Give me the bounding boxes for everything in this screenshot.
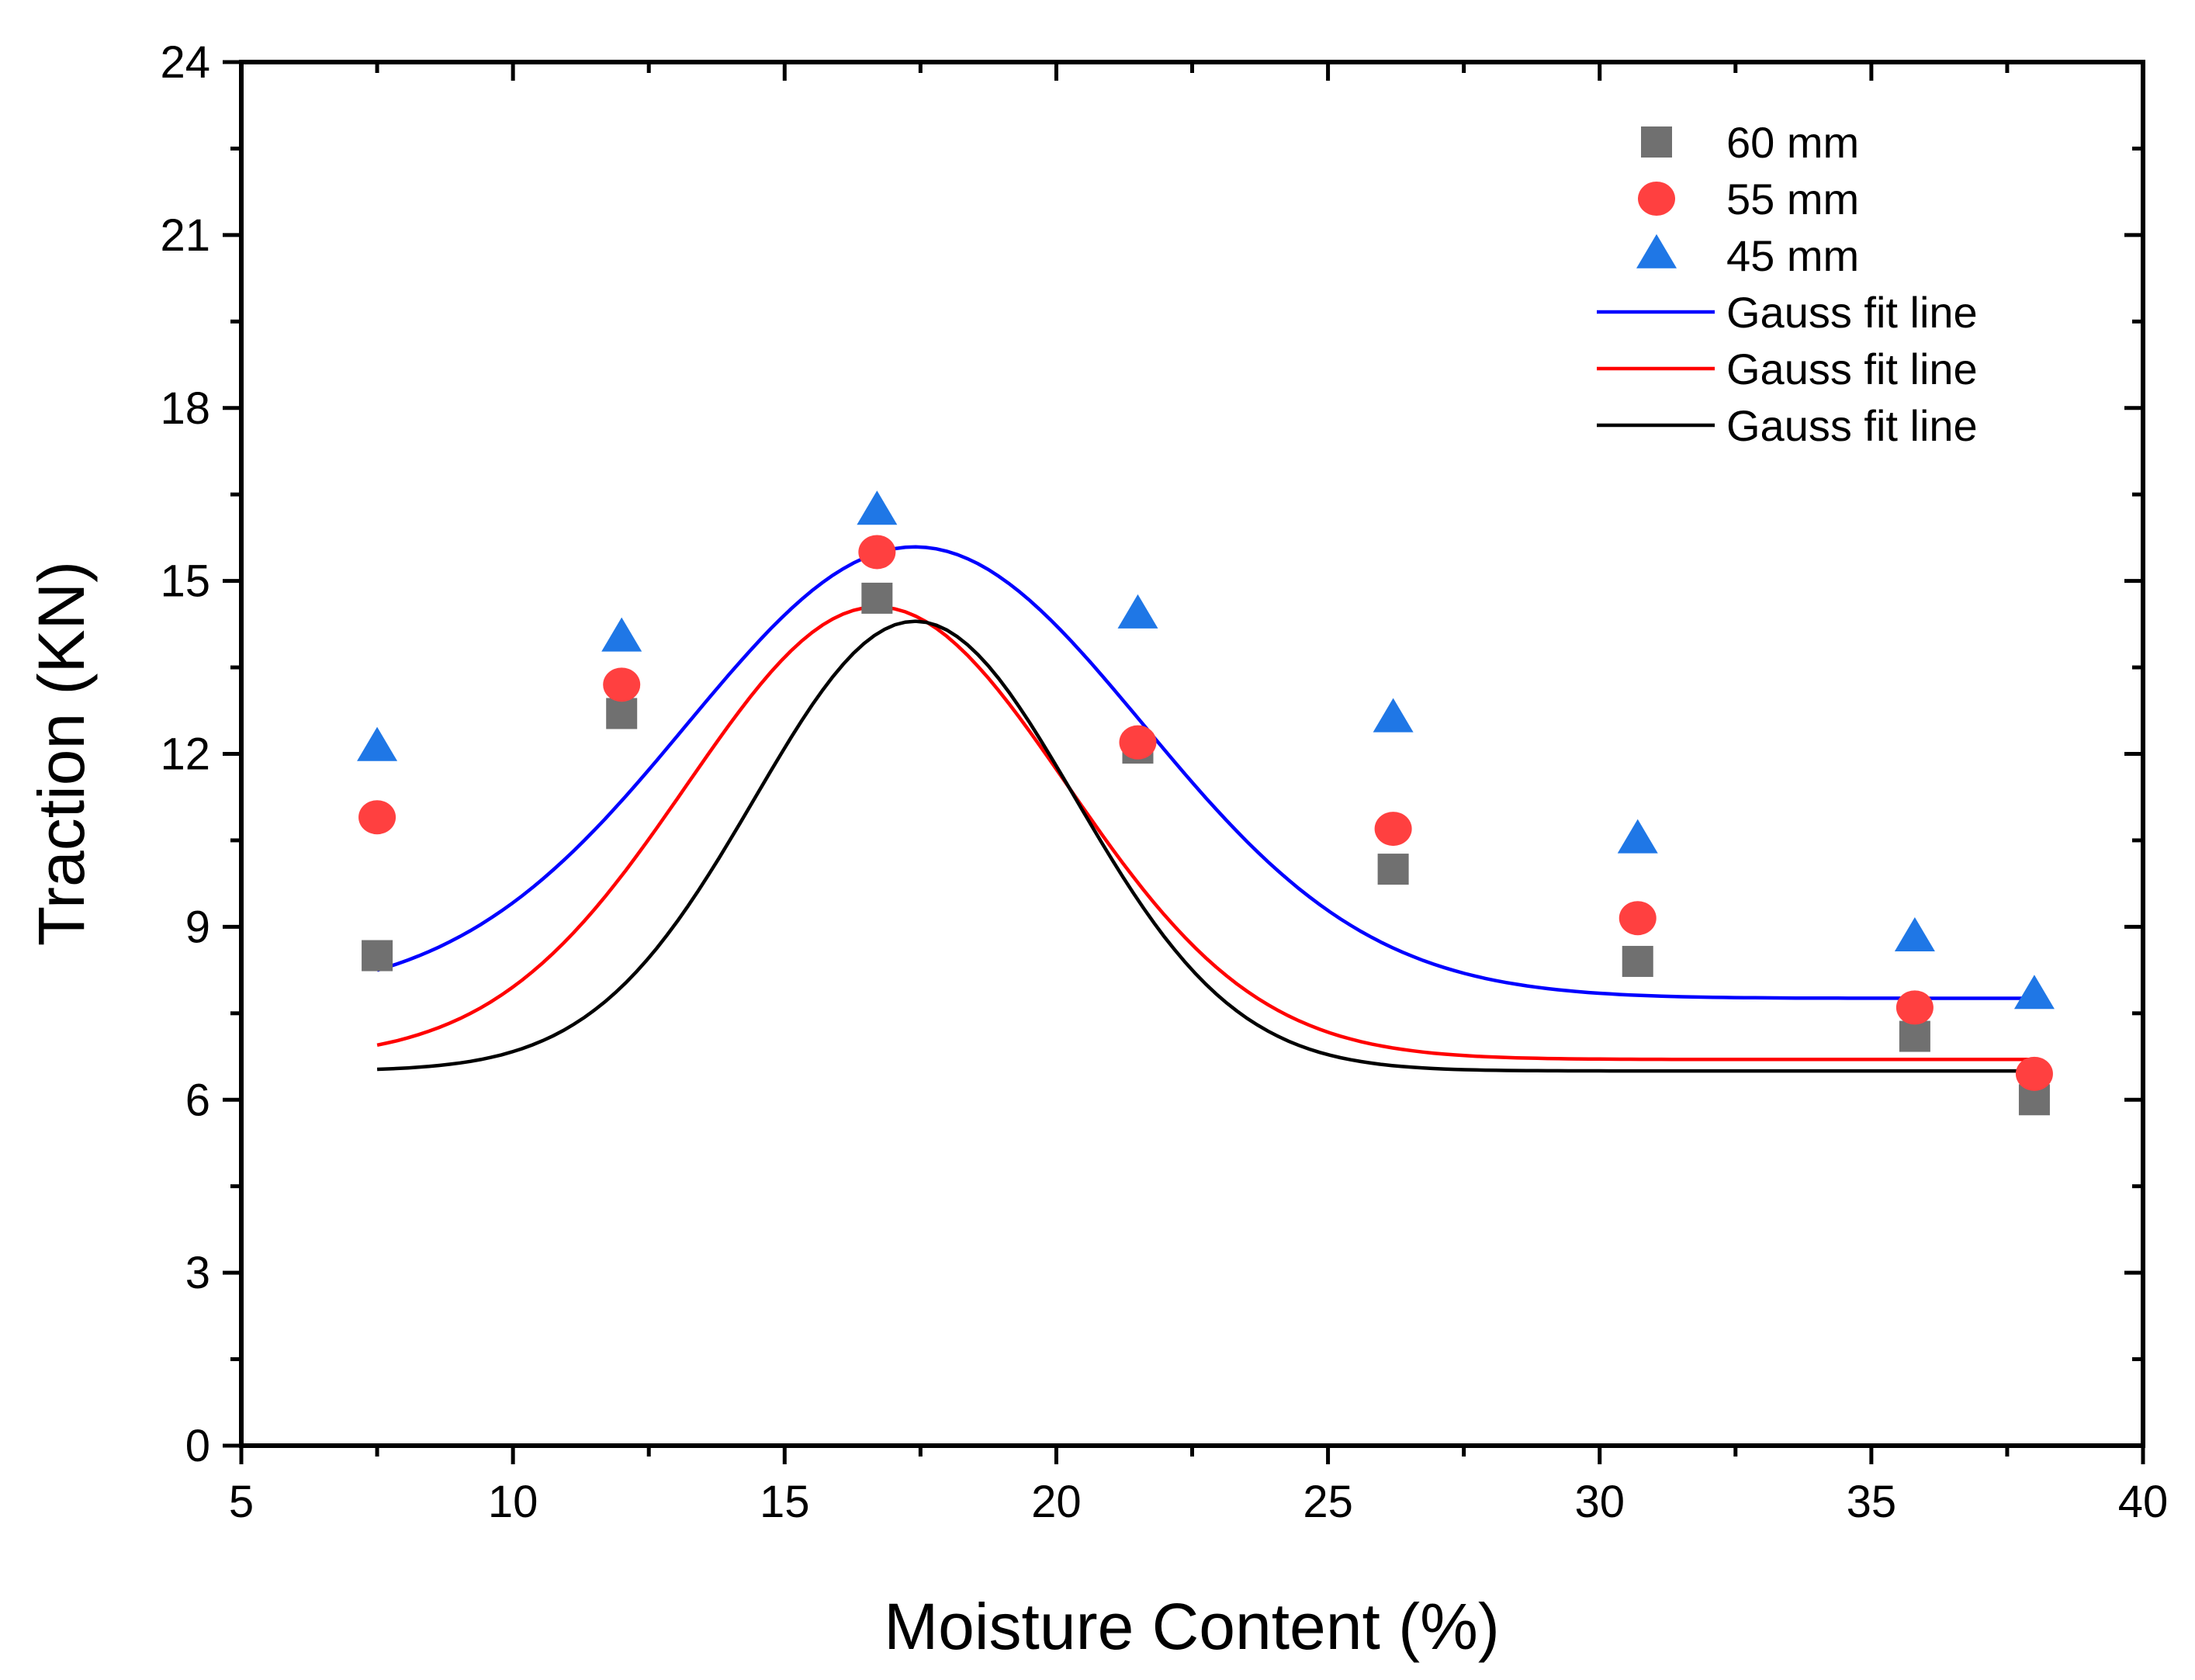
y-tick-label: 0: [185, 1421, 210, 1471]
data-point-circle: [603, 667, 641, 702]
x-tick-label: 35: [1847, 1477, 1897, 1527]
x-tick-label: 20: [1031, 1477, 1082, 1527]
data-point-square: [1622, 945, 1653, 977]
legend-label: Gauss fit line: [1726, 401, 1978, 450]
x-tick-label: 5: [229, 1477, 254, 1527]
fit-lines: [376, 545, 2034, 1073]
y-tick-label: 15: [160, 556, 210, 607]
legend-label: Gauss fit line: [1726, 288, 1978, 337]
gauss-fit-line: [377, 619, 2034, 1073]
axis-ticks: [223, 60, 2145, 1464]
data-point-circle: [2015, 1056, 2053, 1091]
legend-marker-square: [1641, 126, 1672, 158]
legend-label: Gauss fit line: [1726, 345, 1978, 393]
data-point-circle: [1119, 725, 1157, 760]
data-point-triangle: [601, 617, 642, 652]
gauss-fit-line: [376, 545, 2034, 1000]
data-point-square: [362, 940, 393, 972]
x-tick-label: 25: [1303, 1477, 1353, 1527]
y-tick-label: 3: [185, 1248, 210, 1298]
y-tick-label: 24: [160, 37, 210, 88]
data-point-square: [606, 698, 638, 729]
tick-labels: 5 10 15 20 25 30 35 40 0 3 6 9 12 15 18 21 24: [160, 37, 2168, 1527]
x-tick-label: 40: [2118, 1477, 2169, 1527]
data-point-triangle: [1617, 819, 1658, 854]
data-point-circle: [1619, 901, 1657, 936]
legend-label: 55 mm: [1726, 175, 1859, 223]
data-point-triangle: [1894, 916, 1935, 951]
gauss-fit-line: [376, 604, 2034, 1062]
legend-marker-circle: [1638, 182, 1675, 216]
data-point-circle: [358, 800, 396, 835]
data-point-circle: [1374, 812, 1412, 847]
data-point-triangle: [1117, 594, 1158, 629]
y-tick-label: 21: [160, 210, 210, 261]
data-point-circle: [1896, 990, 1934, 1025]
legend-label: 45 mm: [1726, 231, 1859, 280]
data-point-triangle: [2013, 975, 2055, 1010]
data-point-square: [861, 582, 893, 614]
data-markers: [357, 490, 2055, 1116]
data-point-square: [1899, 1020, 1930, 1052]
legend-label: 60 mm: [1726, 118, 1859, 167]
y-tick-label: 18: [160, 383, 210, 434]
y-tick-label: 12: [160, 729, 210, 780]
data-point-circle: [858, 535, 896, 570]
y-tick-label: 9: [185, 902, 210, 952]
data-point-triangle: [1373, 698, 1414, 733]
legend: 60 mm 55 mm 45 mm Gauss fit line Gauss fit l…: [1597, 118, 1978, 450]
legend-marker-triangle: [1636, 234, 1677, 268]
x-tick-label: 30: [1574, 1477, 1625, 1527]
x-tick-label: 10: [488, 1477, 538, 1527]
y-axis-title: Traction (KN): [25, 561, 98, 946]
x-tick-label: 15: [760, 1477, 810, 1527]
data-point-square: [1377, 854, 1409, 885]
x-axis-title: Moisture Content (%): [884, 1590, 1500, 1663]
data-point-triangle: [357, 726, 398, 761]
data-point-triangle: [857, 490, 898, 525]
y-tick-label: 6: [185, 1075, 210, 1125]
